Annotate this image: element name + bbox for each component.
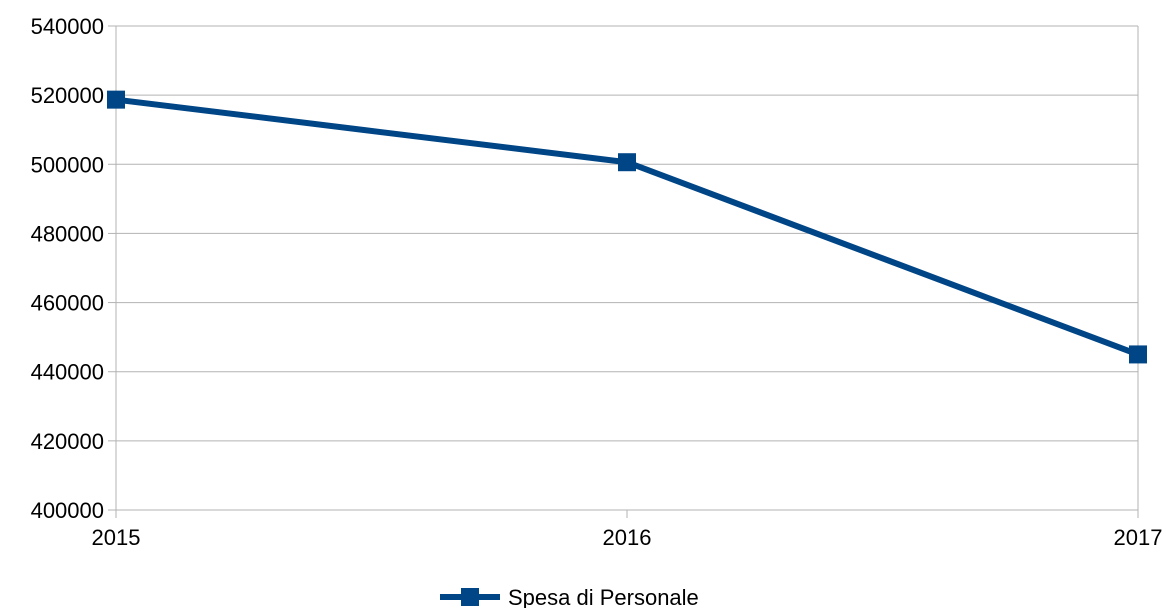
y-tick-label: 500000: [31, 152, 104, 177]
data-point-marker: [618, 153, 636, 172]
legend: Spesa di Personale: [440, 585, 699, 608]
data-point-marker: [107, 90, 125, 109]
y-tick-label: 480000: [31, 221, 104, 246]
y-tick-label: 420000: [31, 429, 104, 454]
legend-label: Spesa di Personale: [508, 585, 699, 608]
x-axis-tick-labels: 2015 2016 2017: [92, 525, 1163, 550]
series-group: [107, 90, 1147, 364]
y-tick-label: 540000: [31, 14, 104, 39]
y-tick-label: 440000: [31, 360, 104, 385]
y-tick-label: 400000: [31, 498, 104, 523]
axes: [108, 25, 1139, 518]
x-tick-label: 2016: [603, 525, 652, 550]
data-point-marker: [1129, 345, 1147, 364]
gridlines: [116, 25, 1138, 511]
series-line: [115, 96, 1140, 358]
y-tick-label: 460000: [31, 291, 104, 316]
x-tick-label: 2017: [1114, 525, 1163, 550]
y-axis-tick-labels: 540000 520000 500000 480000 460000 440000 4200…: [31, 14, 104, 523]
y-tick-label: 520000: [31, 83, 104, 108]
legend-marker-swatch: [461, 588, 479, 606]
x-tick-label: 2015: [92, 525, 141, 550]
